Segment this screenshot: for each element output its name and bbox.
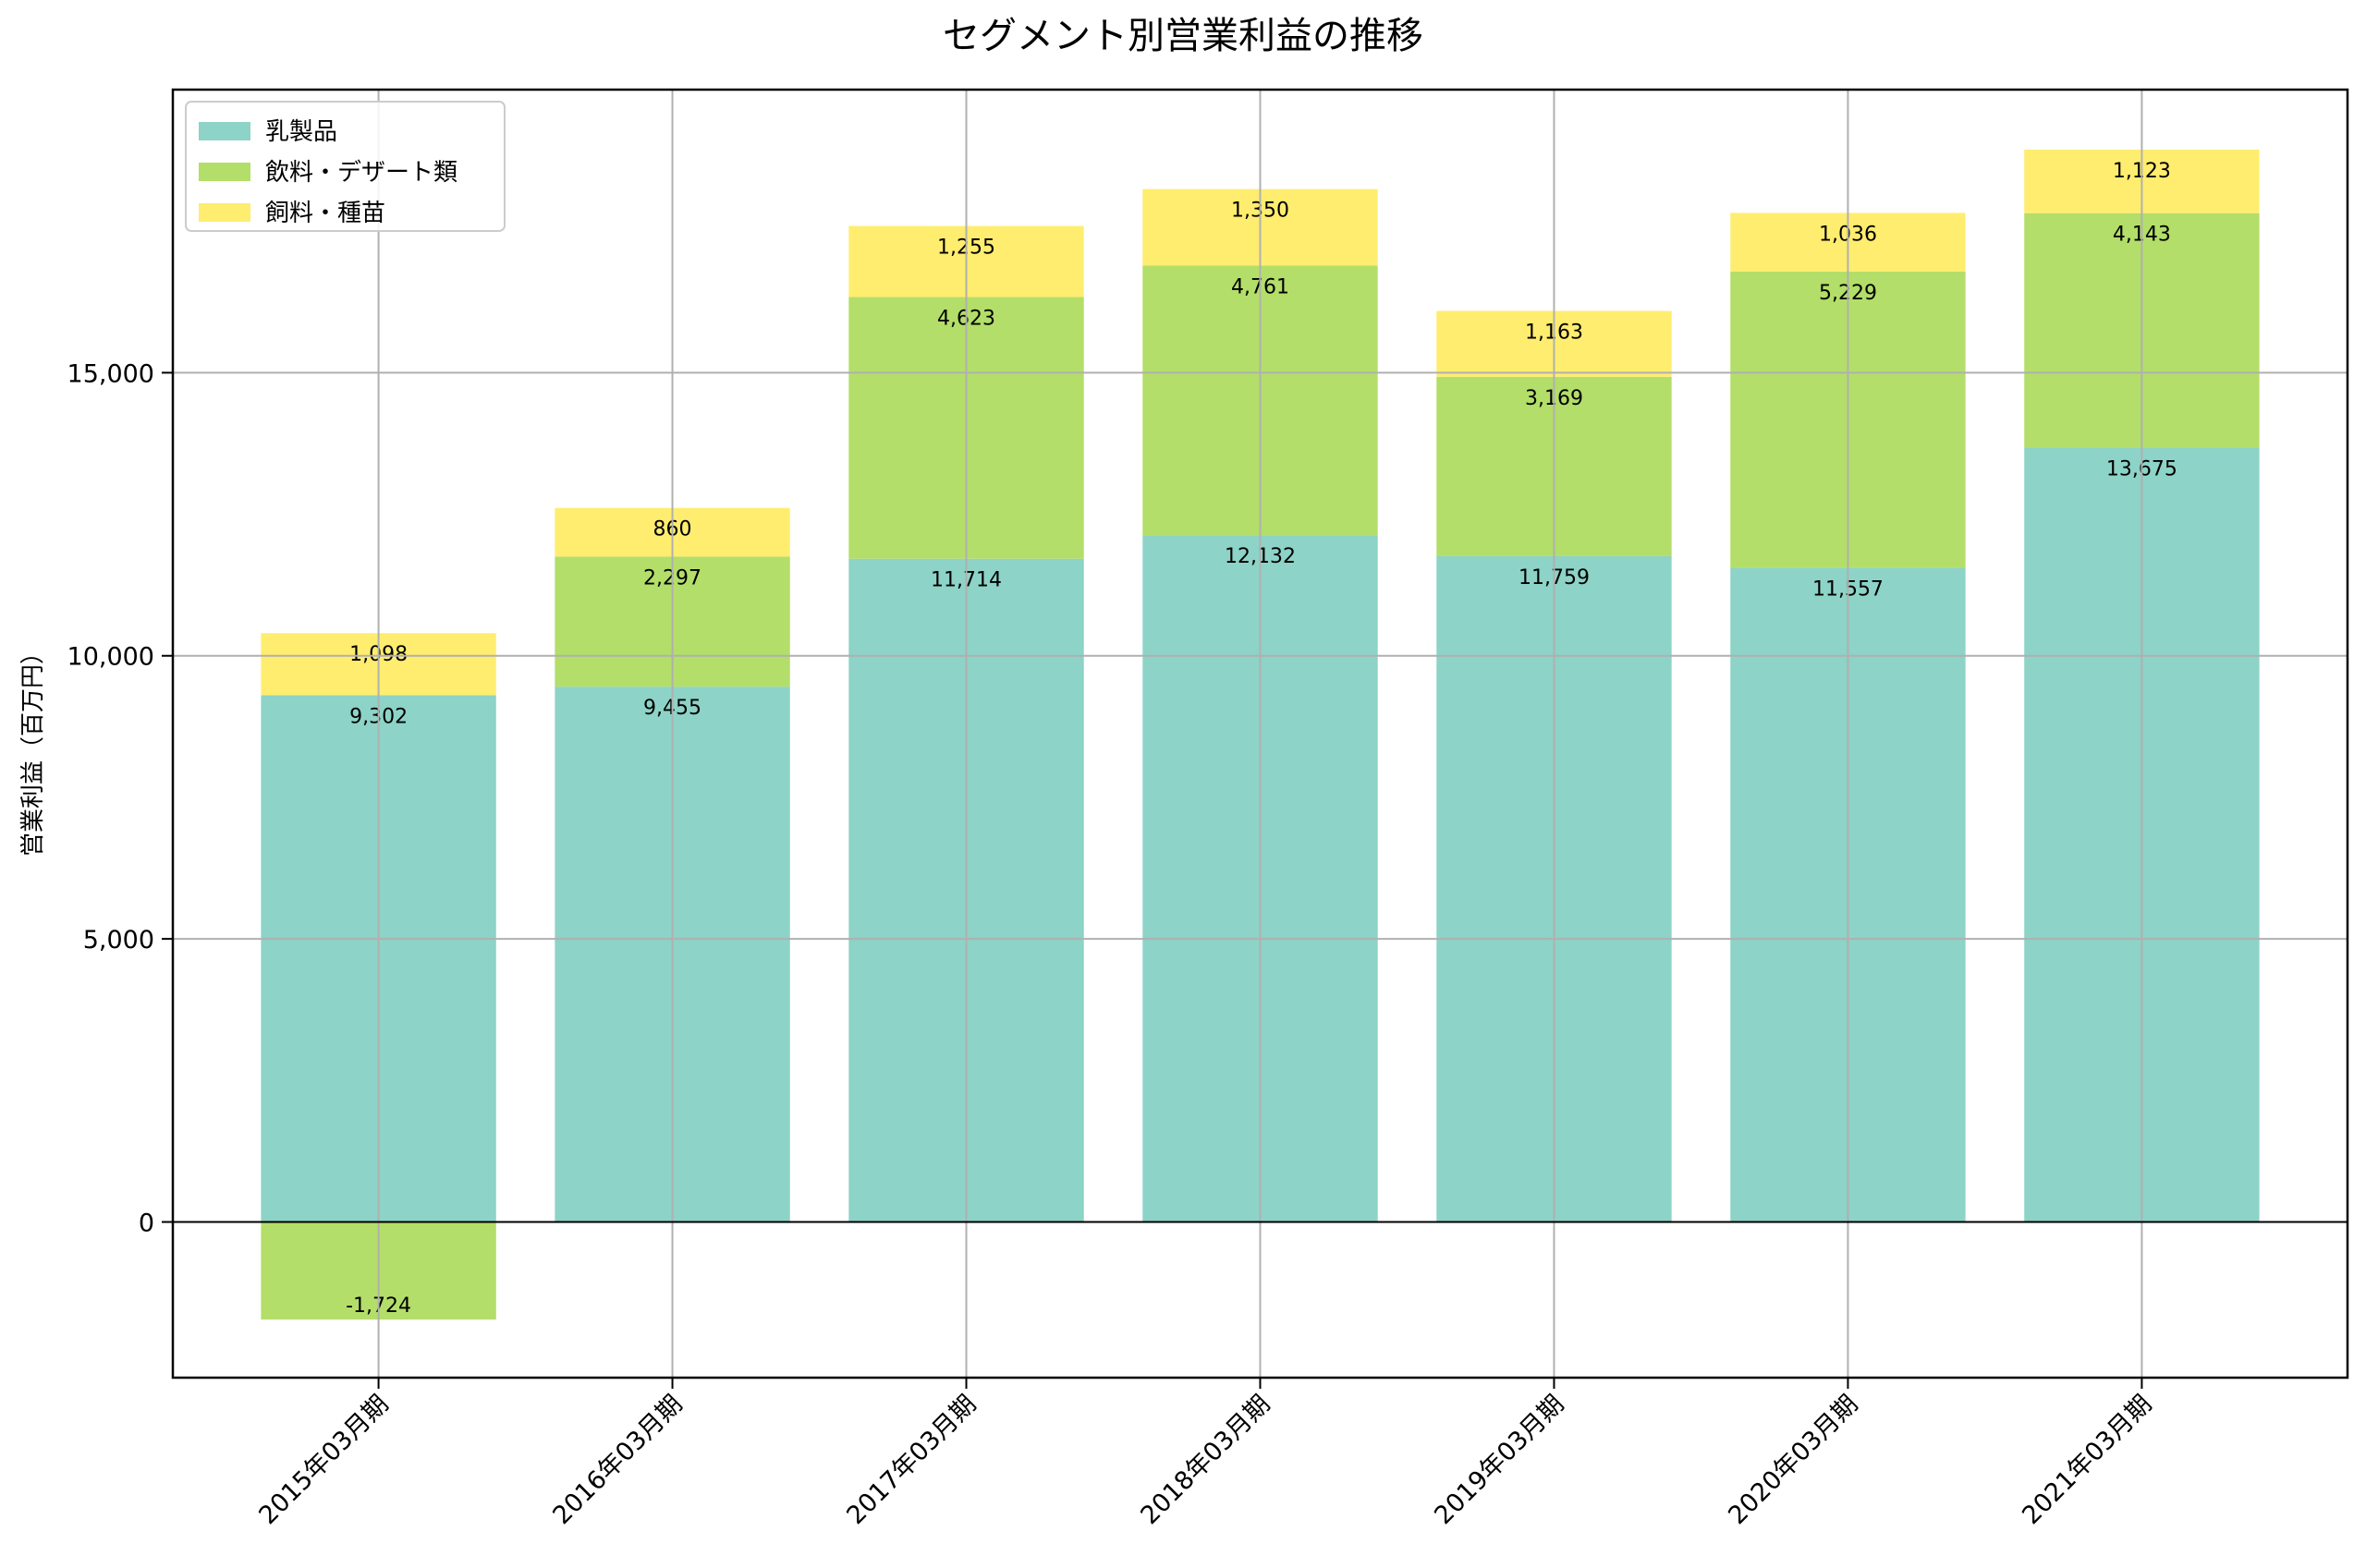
- x-axis-ticks: 2015年03月期 2016年03月期 2017年03月期 2018年03月期 2019…: [253, 1378, 2157, 1530]
- chart-title: セグメント別営業利益の推移: [943, 15, 1423, 57]
- x-tick-label-6: 2021年03月期: [2017, 1390, 2157, 1530]
- x-tick-label-0: 2015年03月期: [253, 1390, 394, 1530]
- grid: [173, 90, 2348, 1378]
- y-tick-label-1: 5,000: [83, 926, 154, 954]
- y-tick-label-0: 0: [139, 1209, 154, 1237]
- legend-box: [185, 101, 506, 232]
- x-tick-label-2: 2017年03月期: [841, 1390, 982, 1530]
- legend-swatch-1: [199, 163, 250, 181]
- x-tick-label-3: 2018年03月期: [1135, 1390, 1275, 1530]
- x-tick-label-5: 2020年03月期: [1723, 1390, 1863, 1530]
- y-tick-label-2: 10,000: [67, 643, 154, 672]
- legend-label-2: 飼料・種苗: [265, 200, 385, 227]
- y-axis-label: 営業利益（百万円）: [19, 640, 47, 857]
- x-tick-label-4: 2019年03月期: [1429, 1390, 1569, 1530]
- legend-swatch-2: [199, 203, 250, 222]
- legend-label-0: 乳製品: [265, 118, 337, 146]
- y-tick-label-3: 15,000: [67, 359, 154, 388]
- legend-swatch-0: [199, 122, 250, 140]
- legend-label-1: 飲料・デザート類: [265, 159, 457, 187]
- y-axis-ticks: 0 5,000 10,000 15,000: [67, 359, 173, 1237]
- x-tick-label-1: 2016年03月期: [547, 1390, 688, 1530]
- plot-area: 9,302-1,7241,0989,4552,29786011,7144,623…: [67, 88, 2349, 1530]
